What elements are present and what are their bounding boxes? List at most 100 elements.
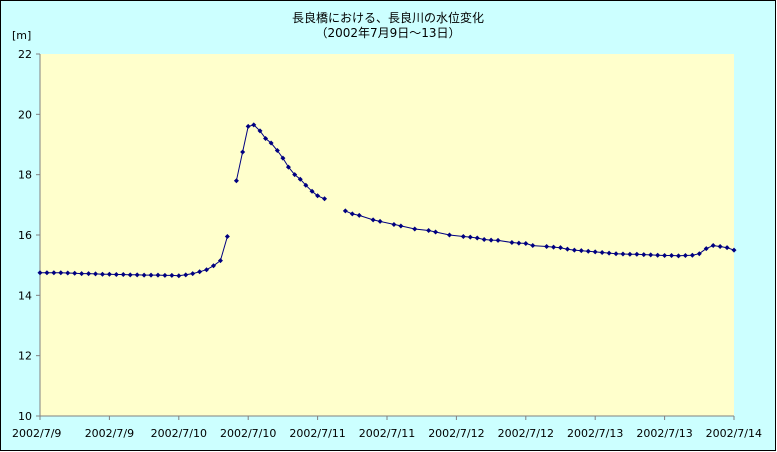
data-point [481,237,487,243]
data-point [662,253,668,259]
data-point [592,249,598,255]
y-tick-label: 10 [18,410,32,423]
y-tick-label: 18 [18,169,32,182]
data-point [523,240,529,246]
data-point [268,140,274,146]
data-point [516,240,522,246]
data-point [544,243,550,249]
data-point [669,253,675,259]
data-point [322,196,328,202]
data-point [627,251,633,257]
data-point [412,226,418,232]
data-point [474,235,480,241]
x-tick-label: 2002/7/14 [706,427,762,440]
data-point [488,237,494,243]
data-point [558,245,563,251]
data-point [240,149,246,155]
data-point [315,193,321,199]
y-axis-unit-label: [m] [12,29,31,42]
data-point [285,164,291,170]
data-point [655,252,661,258]
data-point [342,208,348,214]
y-tick-label: 16 [18,229,32,242]
data-point [606,250,612,256]
data-point [613,251,619,257]
data-point [134,272,140,278]
x-tick-label: 2002/7/12 [428,427,484,440]
chart-subtitle: （2002年7月9日～13日） [315,26,460,40]
data-point [599,249,605,255]
data-point [251,122,257,128]
data-point [682,253,688,259]
y-tick-label: 12 [18,350,32,363]
y-tick-label: 22 [18,48,32,61]
data-point [224,234,230,240]
data-point [530,243,536,249]
data-point [233,178,239,184]
data-point [641,252,647,258]
data-point [263,135,269,141]
series-line [235,124,325,200]
series-line [40,236,228,277]
data-point [710,243,716,249]
data-point [280,155,286,161]
data-point [620,251,626,257]
data-point [120,272,126,278]
data-point [571,247,577,253]
data-point [169,272,175,278]
data-point [86,271,92,277]
x-tick-label: 2002/7/11 [289,427,345,440]
data-point [349,211,355,217]
data-point [731,247,737,253]
data-point [190,271,196,277]
data-point [183,272,189,278]
axes [36,53,735,420]
data-point [65,270,71,276]
data-point [176,273,182,279]
data-point [303,182,309,188]
data-point [309,188,315,194]
data-point [495,237,501,243]
data-point [257,128,263,134]
data-point [274,148,280,154]
x-tick-label: 2002/7/13 [567,427,623,440]
data-point [551,244,557,250]
data-point [585,248,591,254]
data-point [426,227,432,233]
data-point [292,172,298,178]
data-point [467,234,473,240]
data-point [99,271,105,277]
x-tick-label: 2002/7/10 [151,427,207,440]
data-point [297,176,303,182]
data-point [197,269,203,275]
y-tick-label: 20 [18,108,32,121]
data-point [675,253,681,259]
data-point [433,229,439,235]
data-point [356,212,362,218]
data-point [211,263,216,269]
data-point [106,271,112,277]
x-tick-label: 2002/7/11 [359,427,415,440]
data-point [724,245,730,251]
data-point [717,243,723,249]
data-point [58,270,64,276]
x-tick-label: 2002/7/9 [12,427,61,440]
data-point [648,252,654,258]
data-point [377,218,383,224]
data-point [217,258,223,264]
data-point [51,270,57,276]
data-point [696,251,702,257]
x-tick-label: 2002/7/9 [85,427,134,440]
data-point [37,270,43,276]
data-point [460,234,466,240]
tick-labels: 10 12 14 16 18 20 22 2002/7/9 2002/7/9 2002/7/10 2… [12,48,762,440]
data-point [703,246,709,252]
data-point [155,272,161,278]
chart-title: 長良橋における、長良川の水位変化 [292,10,484,25]
data-point [446,232,452,238]
data-point [72,270,78,276]
data-point [162,272,168,278]
data-point [44,270,50,276]
